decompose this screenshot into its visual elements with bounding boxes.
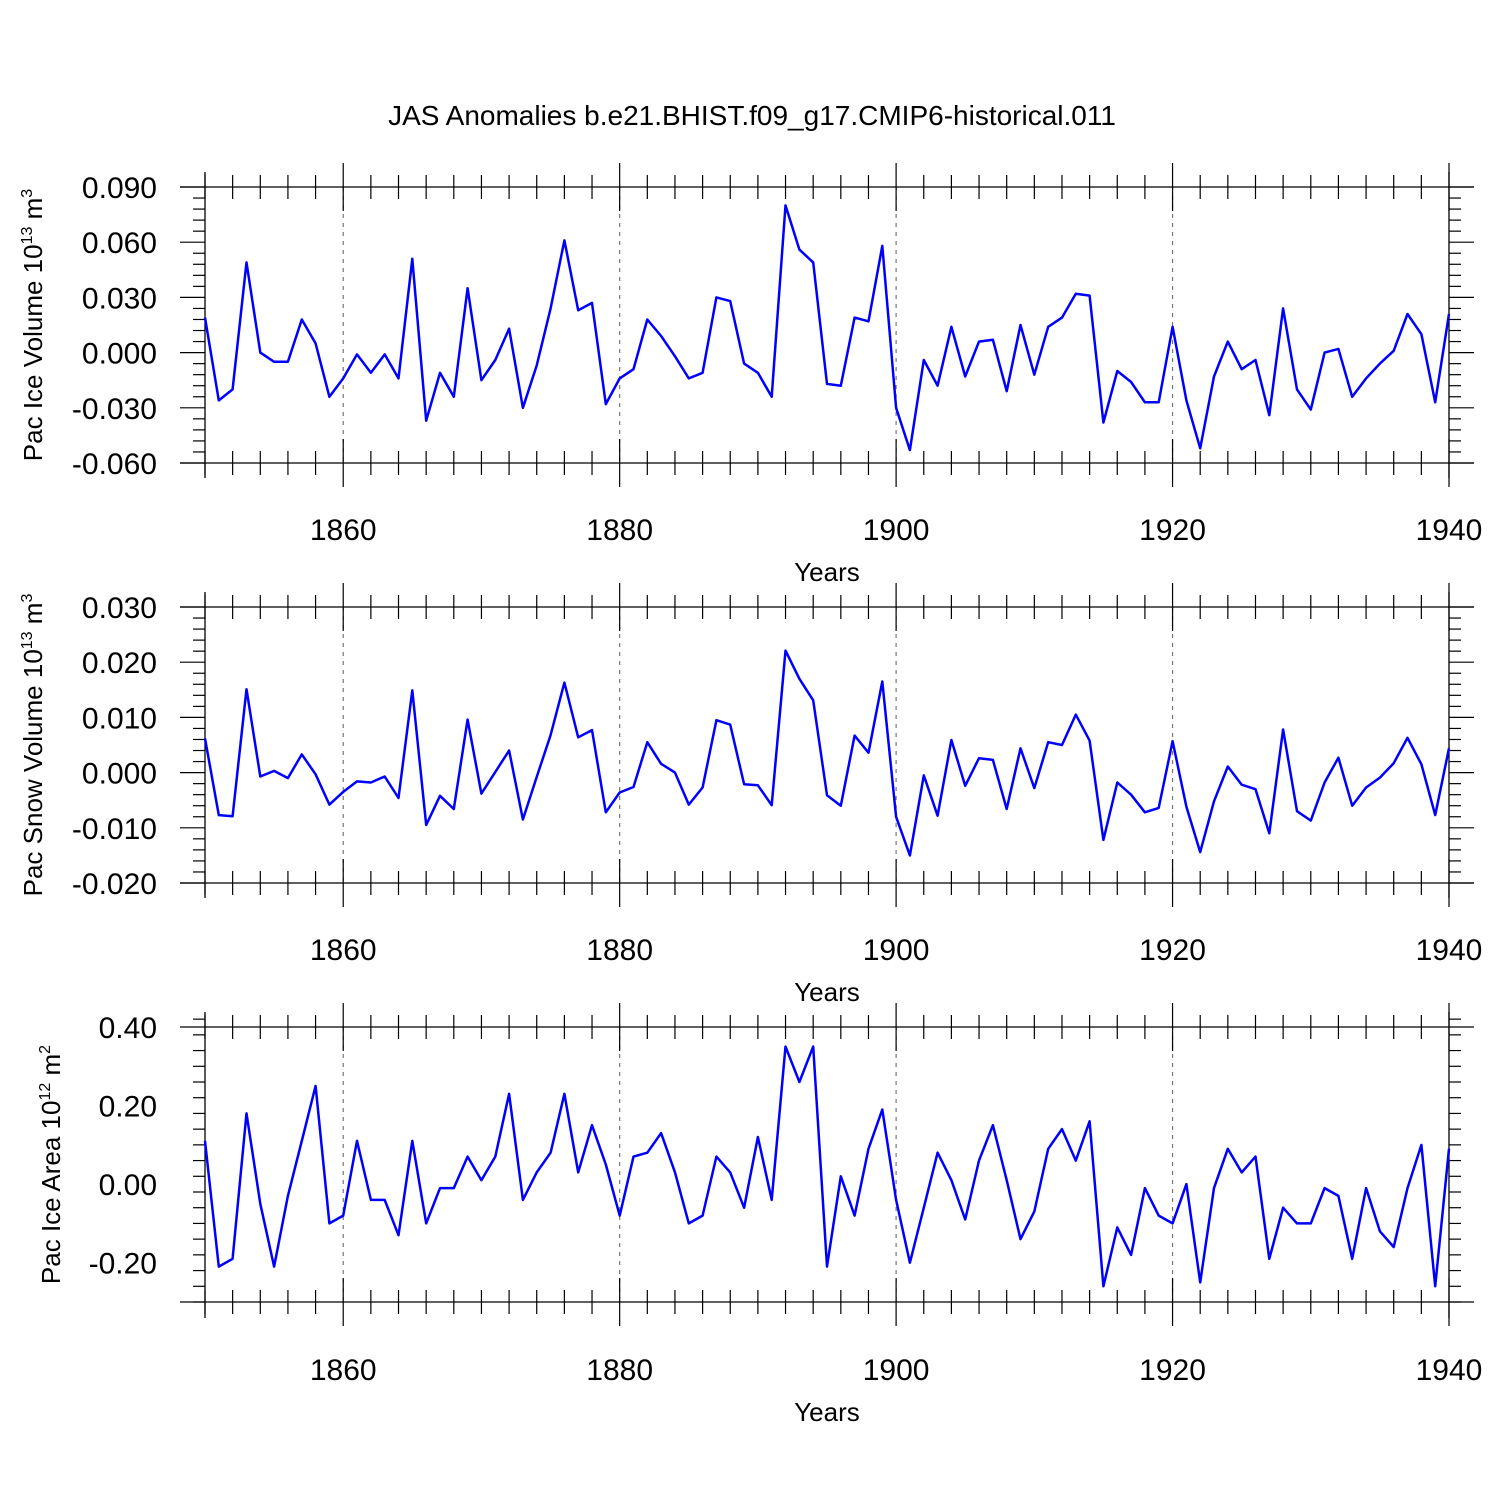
- y-axis-unit-suffix: m: [18, 198, 48, 227]
- y-tick-label: -0.060: [72, 448, 157, 481]
- x-tick-label: 1900: [863, 934, 930, 967]
- panels: 1860 1880 1900 1920 19400.0900.0600.0300.000…: [18, 163, 1482, 1427]
- y-tick-label: -0.030: [72, 393, 157, 426]
- y-tick-label: 0.000: [82, 338, 157, 371]
- y-axis-unit-base: 10: [36, 1101, 66, 1130]
- y-tick-label: -0.20: [89, 1248, 157, 1281]
- y-tick-label: 0.030: [82, 282, 157, 315]
- x-tick-label: 1920: [1139, 514, 1206, 547]
- y-tick-label: 0.20: [99, 1091, 157, 1124]
- y-tick-label: -0.020: [72, 868, 157, 901]
- x-tick-label: 1880: [586, 1354, 653, 1387]
- y-tick-label: 0.000: [82, 758, 157, 791]
- x-tick-label: 1920: [1139, 1354, 1206, 1387]
- x-axis-title: Years: [794, 977, 860, 1007]
- y-axis-unit-base: 10: [18, 649, 48, 678]
- x-tick-label: 1860: [310, 934, 377, 967]
- figure-title: JAS Anomalies b.e21.BHIST.f09_g17.CMIP6-…: [388, 100, 1116, 131]
- y-axis-title: Pac Ice Area 1012 m2: [36, 1045, 66, 1284]
- y-tick-label: -0.010: [72, 813, 157, 846]
- y-axis-title-label: Pac Snow Volume: [18, 678, 48, 896]
- x-tick-label: 1940: [1416, 514, 1483, 547]
- y-axis-unit-exponent: 13: [19, 226, 36, 244]
- x-tick-label: 1900: [863, 514, 930, 547]
- x-tick-label: 1860: [310, 1354, 377, 1387]
- series-line-3-1: [203, 1045, 1451, 1288]
- x-tick-label: 1860: [310, 514, 377, 547]
- x-tick-label: 1920: [1139, 934, 1206, 967]
- y-axis-unit-suffix-exponent: 3: [19, 189, 36, 198]
- y-axis-unit-suffix-exponent: 2: [37, 1045, 54, 1054]
- x-tick-label: 1900: [863, 1354, 930, 1387]
- y-axis-title: Pac Snow Volume 1013 m3: [18, 594, 48, 897]
- y-axis-unit-suffix-exponent: 3: [19, 594, 36, 603]
- x-tick-label: 1880: [586, 514, 653, 547]
- y-tick-label: 0.030: [82, 592, 157, 625]
- y-axis-title-label: Pac Ice Area: [36, 1129, 66, 1284]
- y-axis-title: Pac Ice Volume 1013 m3: [18, 189, 48, 462]
- x-tick-label: 1940: [1416, 934, 1483, 967]
- series-line-1-1: [203, 204, 1451, 452]
- y-axis-title-label: Pac Ice Volume: [18, 273, 48, 461]
- y-axis-unit-exponent: 13: [19, 631, 36, 649]
- x-tick-label: 1940: [1416, 1354, 1483, 1387]
- panel-2: 1860 1880 1900 1920 1940 0.030 0.020 0.010 0.000…: [18, 583, 1482, 1007]
- y-tick-label: 0.060: [82, 227, 157, 260]
- x-axis-title: Years: [794, 557, 860, 587]
- panel-1: 1860 1880 1900 1920 1940 0.090 0.060 0.030 0.000…: [18, 163, 1482, 587]
- y-tick-label: 0.40: [99, 1012, 157, 1045]
- x-axis-title: Years: [794, 1397, 860, 1427]
- series-line-2-1: [203, 649, 1451, 857]
- y-axis-unit-suffix: m: [18, 603, 48, 632]
- y-axis-unit-exponent: 12: [37, 1083, 54, 1101]
- y-tick-label: 0.00: [99, 1169, 157, 1202]
- y-tick-label: 0.090: [82, 172, 157, 205]
- y-axis-unit-suffix: m: [36, 1054, 66, 1083]
- y-tick-label: 0.020: [82, 647, 157, 680]
- y-tick-label: 0.010: [82, 702, 157, 735]
- x-tick-label: 1880: [586, 934, 653, 967]
- panel-3: 1860 1880 1900 1920 1940 0.40 0.20 0.00 -0.20 Yea…: [36, 1003, 1482, 1427]
- y-axis-unit-base: 10: [18, 244, 48, 273]
